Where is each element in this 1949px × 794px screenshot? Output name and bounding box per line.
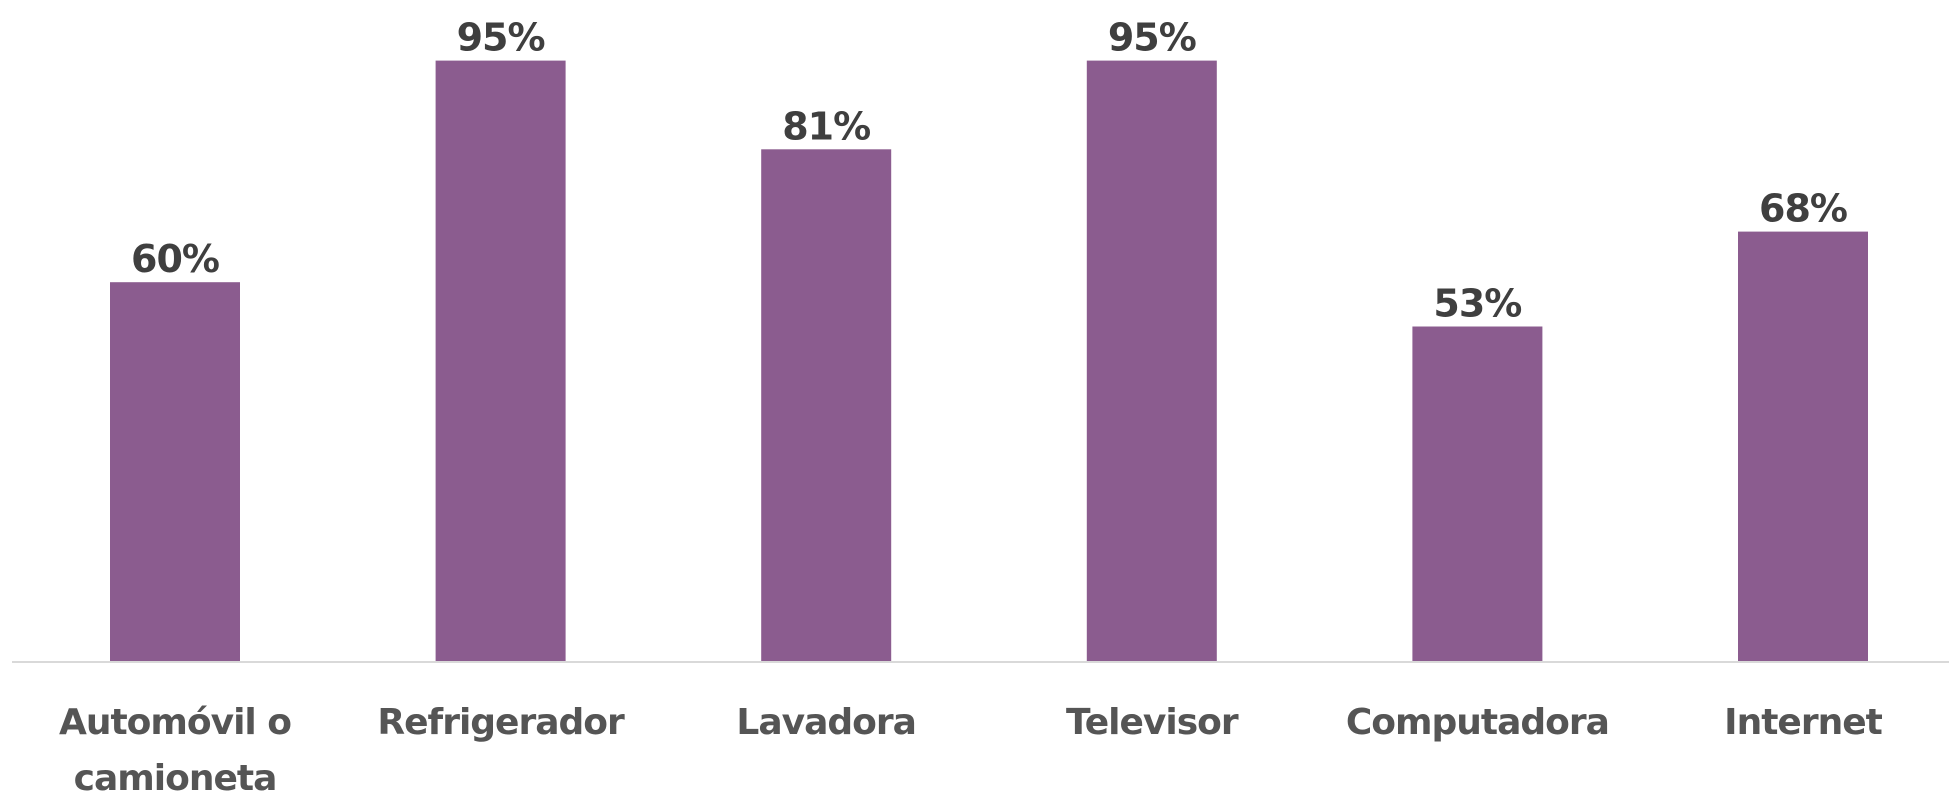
- bars-group: [110, 60, 1868, 663]
- category-label-5: Computadora: [1346, 702, 1609, 743]
- category-label-1-line-2: camioneta: [74, 758, 277, 794]
- category-label-6: Internet: [1724, 702, 1882, 743]
- bar-4: [1086, 60, 1217, 663]
- category-label-3: Lavadora: [736, 702, 916, 743]
- category-label-2: Refrigerador: [377, 702, 625, 743]
- category-labels-group: Automóvil o camioneta Refrigerador Lavadora…: [59, 702, 1884, 794]
- bar-3: [761, 149, 892, 663]
- category-label-1-line-1: Automóvil o: [59, 702, 291, 743]
- data-label-5: 53%: [1433, 282, 1521, 326]
- bar-6: [1738, 231, 1868, 662]
- bar-5: [1412, 326, 1543, 662]
- bar-1: [110, 282, 240, 662]
- data-label-2: 95%: [457, 16, 545, 60]
- data-label-4: 95%: [1108, 16, 1196, 60]
- category-label-4: Televisor: [1066, 702, 1239, 743]
- bar-2: [435, 60, 566, 663]
- data-label-3: 81%: [782, 104, 870, 148]
- data-labels-group: 60% 95% 81% 95% 53% 68%: [131, 16, 1848, 326]
- data-label-1: 60%: [131, 237, 219, 281]
- data-label-6: 68%: [1759, 187, 1847, 231]
